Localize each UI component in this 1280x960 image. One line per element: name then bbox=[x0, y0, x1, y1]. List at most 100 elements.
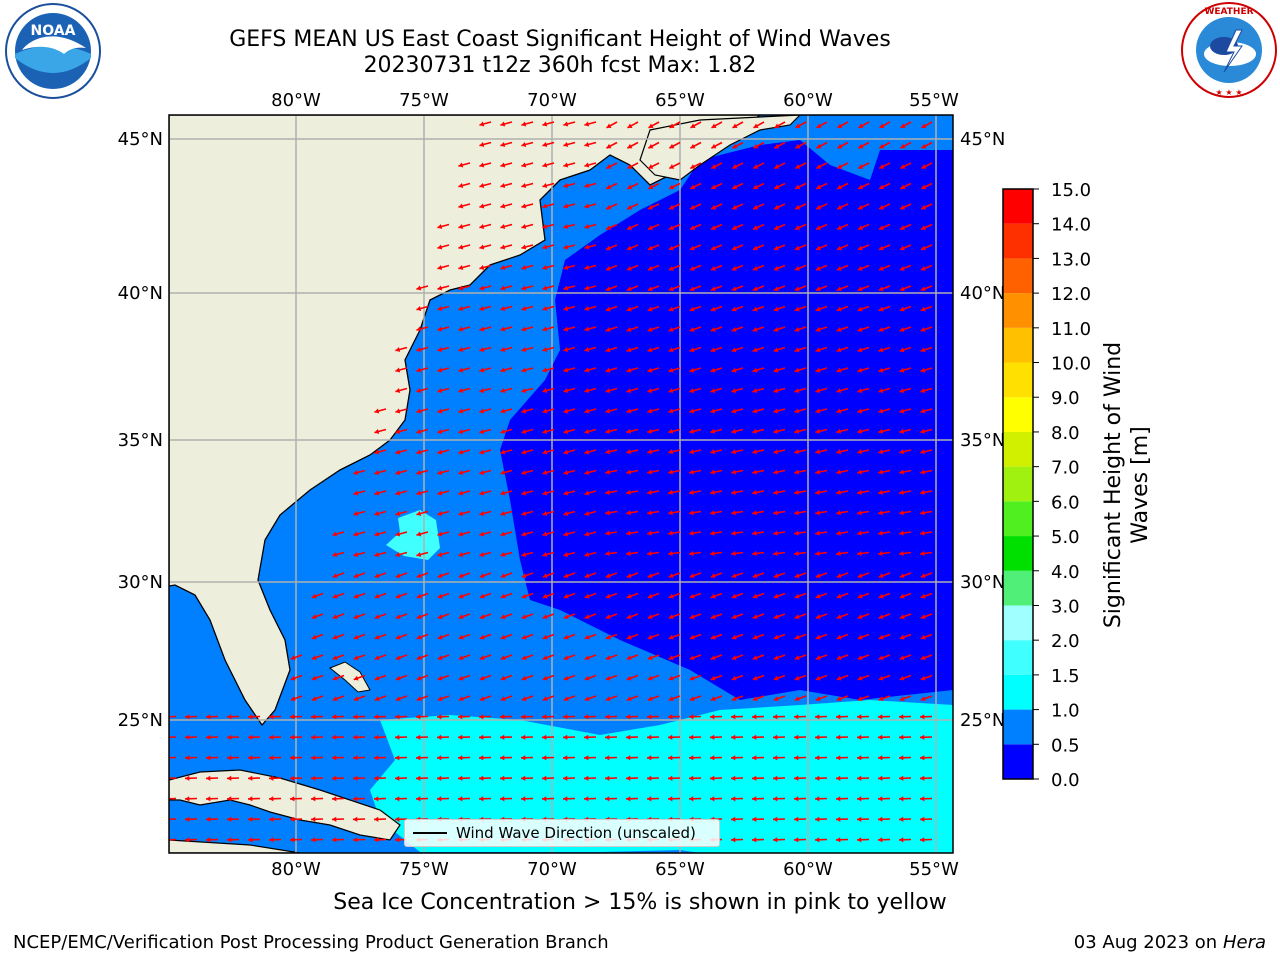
wave-arrow-head bbox=[563, 388, 569, 393]
wave-arrow-head bbox=[816, 225, 821, 230]
wave-arrow-head bbox=[774, 164, 780, 169]
wave-arrow-head bbox=[731, 469, 736, 475]
wave-arrow-head bbox=[710, 469, 715, 475]
wave-arrow-head bbox=[794, 265, 800, 271]
wave-arrow-head bbox=[353, 614, 359, 620]
wave-arrow-head bbox=[374, 552, 380, 557]
wave-arrow-head bbox=[605, 655, 611, 661]
wave-arrow-head bbox=[395, 388, 401, 393]
wave-arrow-head bbox=[332, 696, 338, 702]
wave-arrow-head bbox=[605, 775, 610, 781]
colorbar-segment bbox=[1003, 327, 1033, 363]
wave-arrow-head bbox=[836, 428, 842, 434]
wave-arrow-head bbox=[479, 675, 485, 681]
wave-arrow-head bbox=[290, 837, 295, 843]
wave-arrow-head bbox=[710, 449, 716, 455]
wave-arrow-head bbox=[584, 511, 590, 516]
wave-arrow-head bbox=[584, 121, 590, 127]
wave-arrow-head bbox=[395, 696, 401, 702]
wave-arrow-head bbox=[332, 714, 337, 720]
wave-arrow-head bbox=[584, 388, 590, 393]
wave-arrow-head bbox=[920, 530, 925, 536]
wave-arrow-head bbox=[752, 655, 758, 661]
wave-arrow-head bbox=[815, 816, 820, 822]
wave-arrow-head bbox=[647, 614, 653, 620]
wave-arrow-head bbox=[815, 265, 821, 271]
wave-arrow-head bbox=[794, 489, 799, 495]
wave-arrow-head bbox=[542, 755, 547, 761]
bahamas bbox=[329, 661, 371, 693]
wave-arrow-head bbox=[584, 593, 590, 599]
wave-arrow-head bbox=[416, 655, 422, 661]
wave-arrow-head bbox=[353, 470, 359, 475]
wave-arrow-head bbox=[899, 306, 905, 312]
wave-arrow-head bbox=[416, 714, 421, 720]
wave-arrow-head bbox=[584, 367, 590, 373]
wave-arrow-head bbox=[374, 573, 380, 579]
wave-arrow-head bbox=[311, 714, 316, 720]
colorbar-tick-label: 7.0 bbox=[1051, 458, 1080, 479]
wave-arrow-head bbox=[878, 573, 884, 579]
wave-arrow-head bbox=[479, 367, 485, 373]
wave-arrow-head bbox=[773, 388, 779, 394]
wave-arrow-head bbox=[626, 734, 631, 740]
wave-arrow-head bbox=[185, 714, 190, 720]
wave-arrow-head bbox=[794, 550, 799, 557]
wave-arrow-head bbox=[815, 408, 821, 414]
wave-arrow-head bbox=[521, 796, 526, 802]
wave-arrow-head bbox=[606, 164, 612, 169]
sea-ice-note: Sea Ice Concentration > 15% is shown in … bbox=[333, 890, 947, 915]
wave-arrow-head bbox=[479, 162, 485, 168]
wave-arrow-head bbox=[353, 634, 359, 640]
wave-arrow-head bbox=[794, 428, 800, 434]
wave-arrow-head bbox=[374, 593, 380, 599]
wave-arrow-head bbox=[458, 285, 464, 291]
colorbar-tick-label: 13.0 bbox=[1051, 249, 1091, 270]
wave-arrow-head bbox=[648, 225, 653, 230]
wave-arrow-head bbox=[836, 286, 842, 292]
wave-arrow-head bbox=[794, 469, 799, 475]
wave-arrow-head bbox=[752, 593, 758, 599]
wave-arrow-head bbox=[479, 388, 485, 393]
wave-arrow-head bbox=[605, 530, 610, 536]
wave-arrow-head bbox=[711, 143, 717, 149]
wave-arrow-head bbox=[437, 593, 443, 599]
wave-arrow-head bbox=[563, 449, 569, 455]
wave-arrow-head bbox=[731, 306, 737, 312]
wave-arrow-head bbox=[521, 470, 527, 475]
wave-arrow-head bbox=[521, 367, 527, 373]
wave-arrow-head bbox=[668, 408, 674, 414]
wave-arrow-head bbox=[458, 388, 464, 393]
wave-arrow-head bbox=[773, 755, 778, 761]
wave-arrow-head bbox=[374, 796, 379, 802]
wave-arrow-head bbox=[921, 143, 927, 149]
wave-arrow-head bbox=[689, 593, 695, 599]
wave-arrow-head bbox=[500, 224, 506, 229]
wave-arrow-head bbox=[521, 121, 527, 127]
wave-arrow-head bbox=[836, 675, 842, 681]
wave-arrow-head bbox=[500, 347, 506, 352]
wave-arrow-head bbox=[794, 327, 800, 332]
wave-arrow-head bbox=[899, 469, 904, 475]
wave-arrow-head bbox=[542, 449, 548, 455]
wave-arrow-head bbox=[311, 634, 317, 640]
wave-arrow-head bbox=[920, 593, 926, 599]
wave-arrow-head bbox=[563, 408, 569, 414]
wave-arrow-head bbox=[521, 244, 527, 250]
wave-arrow-head bbox=[605, 573, 611, 579]
wave-arrow-head bbox=[731, 614, 737, 620]
wave-arrow-head bbox=[711, 225, 716, 230]
colorbar-segment bbox=[1003, 709, 1033, 745]
wave-arrow-head bbox=[794, 796, 799, 802]
wave-arrow-head bbox=[815, 469, 820, 475]
colorbar-segment bbox=[1003, 744, 1033, 779]
wave-arrow-head bbox=[437, 655, 443, 661]
wave-arrow-head bbox=[521, 203, 527, 209]
wave-arrow-head bbox=[816, 184, 822, 190]
wave-arrow-head bbox=[353, 775, 358, 781]
wave-arrow-head bbox=[395, 837, 400, 843]
wave-arrow-head bbox=[710, 655, 716, 661]
wave-arrow-head bbox=[920, 573, 926, 579]
wave-arrow-head bbox=[752, 775, 757, 781]
wave-arrow-head bbox=[836, 489, 841, 495]
